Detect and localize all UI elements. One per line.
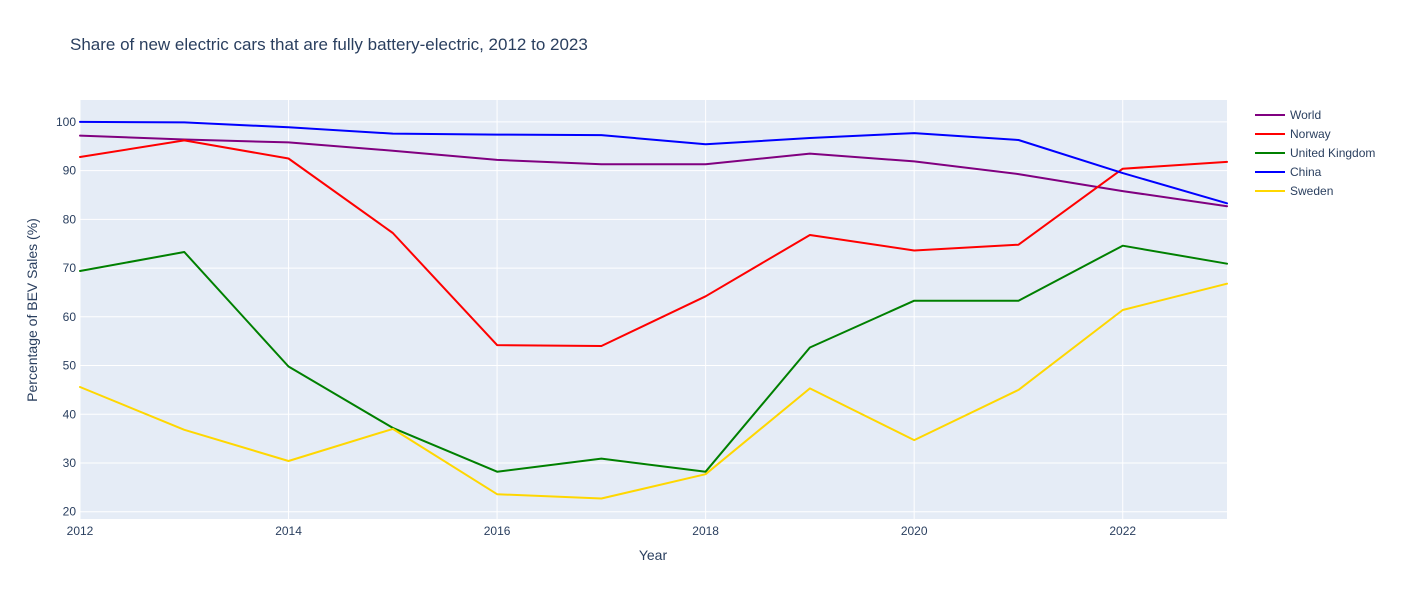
series-line-united-kingdom [79, 244, 1228, 473]
y-tick-label: 100 [56, 115, 76, 129]
x-tick-label: 2022 [1109, 524, 1136, 538]
legend-item-china[interactable]: China [1255, 165, 1322, 179]
x-axis-title: Year [639, 547, 668, 563]
legend-item-world[interactable]: World [1255, 108, 1321, 122]
y-tick-label: 30 [63, 456, 77, 470]
x-axis-ticks: 2012 2014 2016 2018 2020 2022 [67, 524, 1137, 538]
chart-title: Share of new electric cars that are full… [70, 35, 588, 54]
legend-label-united-kingdom: United Kingdom [1290, 146, 1375, 160]
plot-area [80, 100, 1227, 519]
legend-label-sweden: Sweden [1290, 184, 1333, 198]
legend-item-sweden[interactable]: Sweden [1255, 184, 1333, 198]
legend-label-china: China [1290, 165, 1322, 179]
series-line-china [79, 120, 1228, 205]
y-axis-ticks: 20 30 40 50 60 70 80 90 100 [56, 115, 76, 519]
x-tick-label: 2012 [67, 524, 94, 538]
y-tick-label: 90 [63, 164, 77, 178]
x-tick-label: 2020 [901, 524, 928, 538]
legend-label-norway: Norway [1290, 127, 1331, 141]
y-gridlines [80, 121, 1227, 513]
y-axis-title: Percentage of BEV Sales (%) [24, 218, 40, 402]
series-lines [79, 120, 1228, 500]
legend-item-united-kingdom[interactable]: United Kingdom [1255, 146, 1375, 160]
x-tick-label: 2014 [275, 524, 302, 538]
legend-label-world: World [1290, 108, 1321, 122]
series-line-sweden [79, 282, 1228, 500]
legend-item-norway[interactable]: Norway [1255, 127, 1331, 141]
series-line-world [79, 134, 1228, 208]
y-tick-label: 60 [63, 310, 77, 324]
y-tick-label: 20 [63, 505, 77, 519]
x-tick-label: 2018 [692, 524, 719, 538]
legend: World Norway United Kingdom China Sweden [1255, 108, 1375, 198]
y-tick-label: 40 [63, 407, 77, 421]
y-tick-label: 80 [63, 212, 77, 226]
y-tick-label: 50 [63, 359, 77, 373]
x-tick-label: 2016 [484, 524, 511, 538]
y-tick-label: 70 [63, 261, 77, 275]
series-line-norway [79, 139, 1228, 347]
